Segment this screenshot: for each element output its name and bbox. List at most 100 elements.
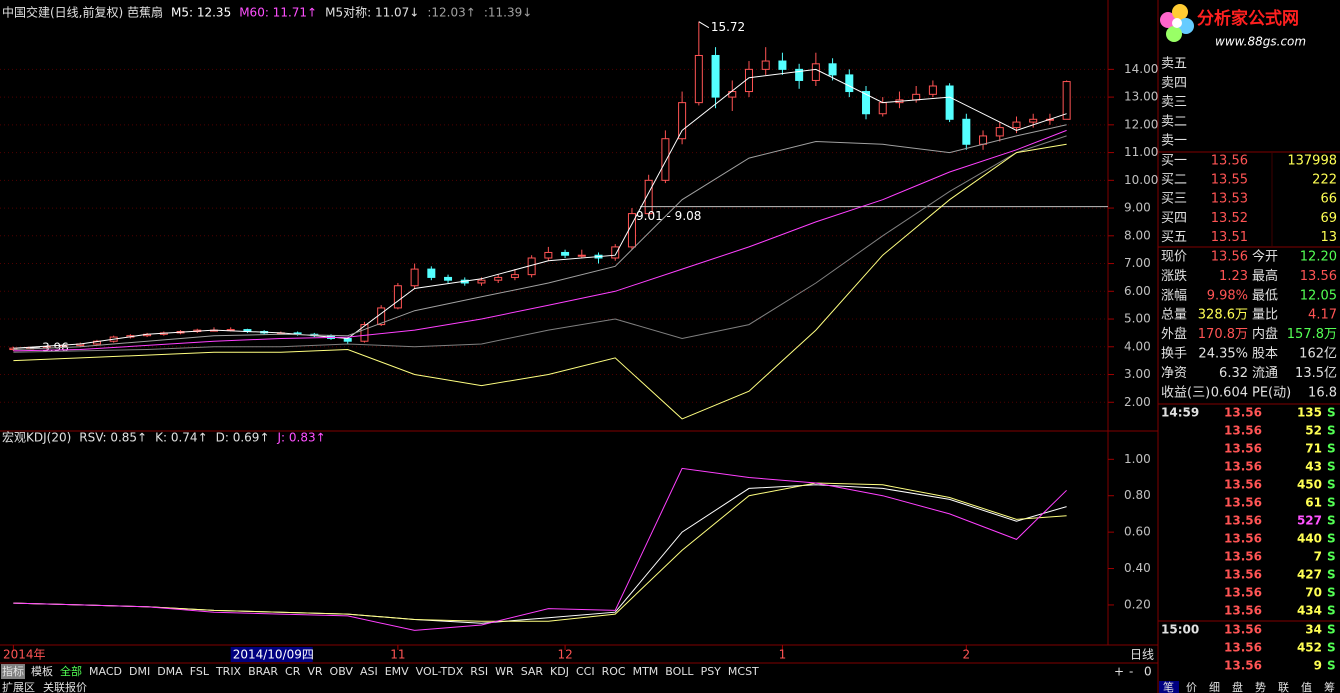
side-tab[interactable]: 值 [1301,681,1312,693]
indicator-tab[interactable]: VR [307,665,323,678]
bottom-tab[interactable]: 扩展区 [2,680,35,693]
trade-price: 13.56 [1224,568,1262,582]
side-tab[interactable]: 价 [1186,681,1197,693]
indicator-tab[interactable]: ROC [602,665,626,678]
ask-label: 卖三 [1161,95,1187,110]
quote-value: 4.17 [1308,308,1337,323]
side-tab[interactable]: 联 [1278,681,1289,693]
y-tick-label: 13.00 [1124,90,1158,104]
indicator-tab[interactable]: OBV [330,665,354,678]
y-tick-label: 0.20 [1124,597,1151,611]
trade-side: S [1327,532,1336,546]
candle-body [678,102,687,140]
y-tick-label: 12.00 [1124,117,1158,131]
indicator-tab[interactable]: BOLL [665,665,694,678]
candle-body [845,74,854,93]
candle-body [561,251,570,256]
trade-volume: 450 [1297,478,1322,492]
trade-volume: 452 [1297,641,1322,655]
indicator-label: M5: 12.35 [171,6,231,20]
cursor-box [230,647,313,662]
indicator-tab[interactable]: WR [495,665,514,678]
x-tick-label: 2014年 [3,648,46,662]
candle-body [661,138,670,181]
indicator-tab[interactable]: MCST [728,665,759,678]
indicator-label: J: 0.83↑ [277,431,326,445]
quote-label: 最低 [1252,288,1278,303]
indicator-tab[interactable]: BRAR [248,665,278,678]
quote-value: 157.8万 [1287,327,1337,342]
y-tick-label: 14.00 [1124,62,1158,76]
indicator-tab[interactable]: FSL [190,665,210,678]
candle-body [544,251,553,259]
indicator-tab[interactable]: DMA [157,665,183,678]
indicator-label: 宏观KDJ(20) [2,430,71,445]
candle-body [1062,81,1071,120]
indicator-tab[interactable]: EMV [385,665,409,678]
indicator-tab[interactable]: DMI [129,665,150,678]
candle-body [912,93,921,101]
bid-label: 买三 [1161,192,1187,207]
side-tab[interactable]: 筹 [1324,680,1335,693]
trade-side: S [1327,623,1336,637]
side-tab[interactable]: 细 [1209,681,1220,693]
trade-price: 13.56 [1224,406,1262,420]
indicator-label: RSV: 0.85↑ [79,431,147,445]
indicator-tab[interactable]: SAR [521,665,544,678]
candle-body [360,324,369,342]
indicator-tab[interactable]: 指标 [2,664,24,678]
bid-volume: 222 [1312,173,1337,188]
x-tick-label: 2 [963,648,971,662]
indicator-label: M5对称: 11.07↓ [325,6,419,20]
candle-body [410,268,419,287]
x-tick-label: 12 [557,648,572,662]
quote-value: 1.23 [1219,269,1248,284]
candle-body [995,127,1004,137]
trade-volume: 61 [1305,496,1322,510]
logo-petal [1178,18,1194,34]
trade-volume: 440 [1297,532,1322,546]
indicator-line [13,482,1067,622]
bid-volume: 137998 [1287,154,1337,169]
indicator-tab[interactable]: ASI [360,665,378,678]
indicator-tab[interactable]: CR [285,665,301,678]
indicator-tab[interactable]: TRIX [215,665,242,678]
period-label[interactable]: 日线 [1130,648,1154,662]
indicator-label: :11.39↓ [484,6,532,20]
quote-value: 6.32 [1219,366,1248,381]
y-tick-label: 6.00 [1124,284,1151,298]
candle-body [761,60,770,70]
y-tick-label: 10.00 [1124,173,1158,187]
y-tick-label: 7.00 [1124,256,1151,270]
candle-body [393,285,402,309]
side-tab[interactable]: 笔 [1163,680,1174,693]
bid-label: 买一 [1161,154,1187,169]
candle-body [1029,118,1038,123]
side-tab[interactable]: 势 [1255,681,1266,693]
indicator-tab[interactable]: MACD [89,665,122,678]
indicator-line [13,135,1067,353]
zoom-control[interactable]: 0 [1144,665,1152,679]
indicator-tab[interactable]: VOL-TDX [416,665,464,678]
indicator-tab[interactable]: 全部 [60,664,82,678]
indicator-tab[interactable]: MTM [633,665,659,678]
bid-price: 13.55 [1211,173,1248,188]
zoom-control[interactable]: - [1129,665,1133,679]
side-tab[interactable]: 盘 [1232,680,1243,693]
indicator-tab[interactable]: PSY [701,665,722,678]
trade-price: 13.56 [1224,460,1262,474]
indicator-tab[interactable]: 模板 [31,664,53,678]
trade-side: S [1327,641,1336,655]
y-tick-label: 11.00 [1124,145,1158,159]
zoom-control[interactable]: + [1114,665,1124,679]
indicator-tab[interactable]: RSI [470,665,488,678]
bottom-tab[interactable]: 关联报价 [43,680,87,693]
indicator-tab[interactable]: CCI [576,665,595,678]
logo-petal [1172,4,1188,20]
trade-volume: 70 [1305,586,1322,600]
indicator-tab[interactable]: KDJ [550,665,569,678]
candle-body [744,68,753,93]
quote-label: 换手 [1161,347,1187,362]
